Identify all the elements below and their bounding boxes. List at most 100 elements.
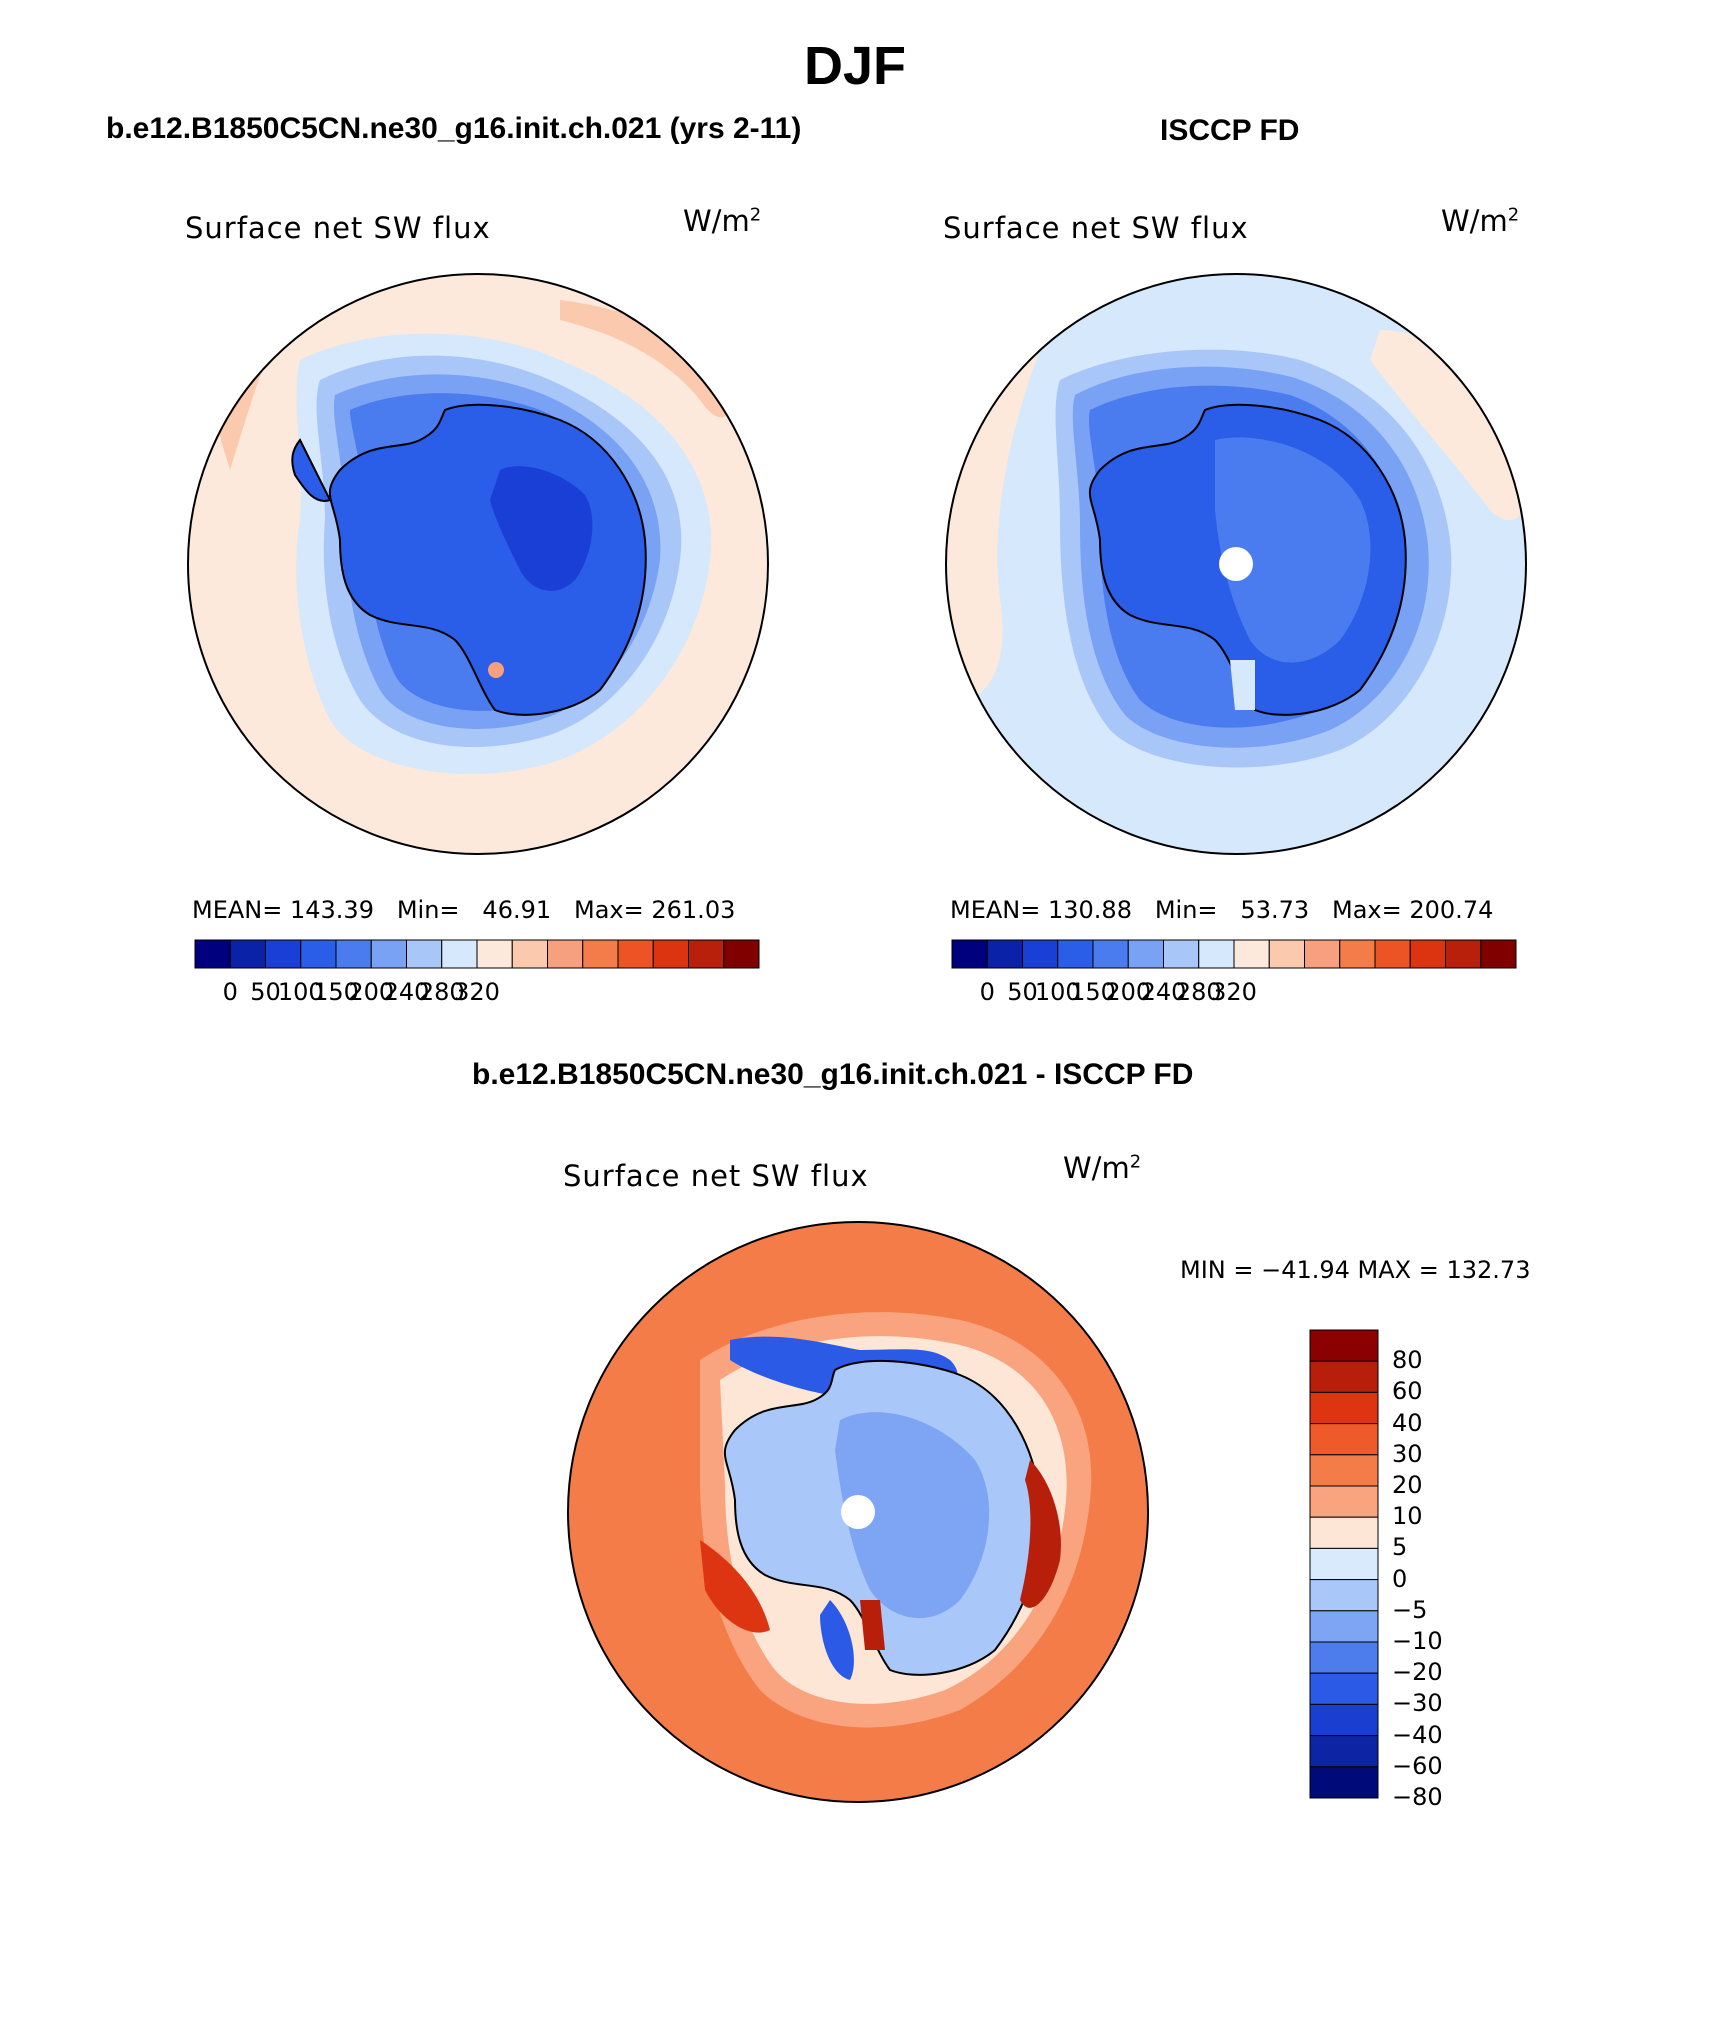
diff-colorbar-tick-label: 10 [1392,1502,1423,1531]
model-variable-title: Surface net SW flux [185,211,491,245]
diff-colorbar-tick-label: 0 [1392,1564,1408,1593]
diff-colorbar-box [1309,1329,1379,1362]
obs-colorbar-box [1233,939,1270,969]
diff-map-border [567,1221,1149,1803]
obs-colorbar-box [1445,939,1482,969]
obs-colorbar-box [1304,939,1341,969]
model-colorbar-tick-label: 0 [222,978,238,1006]
diff-colorbar-tick-label: −60 [1392,1751,1443,1780]
obs-variable-title: Surface net SW flux [943,211,1249,245]
obs-pole-hole [1219,547,1253,581]
obs-colorbar-box [1409,939,1446,969]
model-colorbar-tick-label: 200 [348,978,395,1006]
obs-case-title: ISCCP FD [1160,114,1300,147]
model-colorbar-box [688,939,725,969]
diff-colorbar-tick-label: −10 [1392,1627,1443,1655]
obs-interior-high [1215,437,1371,663]
obs-colorbar-box [1163,939,1200,969]
model-colorbar-tick-label: 100 [277,978,324,1006]
obs-map [946,274,1526,854]
diff-ice-shelf-low [820,1600,854,1680]
diff-units: W/m2 [1063,1151,1142,1185]
diff-colorbar-box [1309,1454,1379,1487]
diff-colorbar-tick-label: −20 [1392,1658,1443,1687]
model-colorbar-tick-label: 50 [250,978,281,1006]
diff-colorbar-box [1309,1516,1379,1549]
model-units: W/m2 [683,204,762,238]
diff-colorbar-tick-label: −80 [1392,1783,1443,1811]
model-case-title: b.e12.B1850C5CN.ne30_g16.init.ch.021 (yr… [106,112,802,145]
model-colorbar-tick-label: 320 [454,978,500,1006]
model-colorbar-tick-label: 150 [313,978,359,1006]
obs-colorbar-box [1057,939,1094,969]
diff-colorbar-tick-label: 30 [1392,1439,1423,1468]
diff-colorbar-tick-label: 5 [1392,1533,1408,1562]
obs-colorbar-tick-label: 150 [1070,978,1116,1006]
obs-colorbar-box [1198,939,1235,969]
obs-colorbar-box [1339,939,1376,969]
diff-colorbar-tick-label: −30 [1392,1689,1443,1718]
model-interior-low [490,466,593,591]
model-warm-patch [560,300,729,418]
diff-interior-negative [835,1412,990,1619]
diff-ross-sea-high [700,1540,770,1633]
model-colorbar-box [194,939,231,969]
obs-colorbar-tick-label: 200 [1105,978,1152,1006]
model-hotspot [488,662,504,678]
model-warm-patch-west [215,350,270,470]
diff-variable-title: Surface net SW flux [563,1159,869,1193]
diff-colorbar-tick-label: 20 [1392,1471,1423,1499]
diff-colorbar-tick-label: 40 [1392,1408,1423,1437]
diff-colorbar-tick-label: 60 [1392,1377,1423,1406]
model-colorbar-box [300,939,337,969]
model-colorbar [194,939,760,969]
obs-colorbar [951,939,1517,969]
diff-colorbar-box [1309,1735,1379,1768]
diff-case-title: b.e12.B1850C5CN.ne30_g16.init.ch.021 - I… [472,1058,1194,1091]
obs-colorbar-box [1480,939,1517,969]
diff-colorbar-box [1309,1766,1379,1799]
figure-season-title: DJF [803,36,906,96]
diff-stats: MIN = −41.94 MAX = 132.73 [1180,1256,1531,1284]
model-map-border [187,273,769,855]
diff-colorbar-box [1309,1641,1379,1674]
obs-map-border [945,273,1527,855]
obs-colorbar-box [1374,939,1411,969]
model-colorbar-box [723,939,760,969]
obs-colorbar-box [1268,939,1305,969]
diff-colorbar-box [1309,1547,1379,1581]
diff-colorbar-box [1309,1579,1379,1612]
model-colorbar-box [335,939,372,969]
diff-colorbar-box [1309,1703,1379,1737]
diff-colorbar-box [1309,1360,1379,1393]
model-colorbar-box [406,939,443,969]
diff-colorbar-box [1309,1485,1379,1518]
obs-colorbar-box [951,939,988,969]
diff-colorbar-box [1309,1391,1379,1425]
obs-colorbar-tick-label: 100 [1034,978,1081,1006]
obs-ice-shelf-patch [1230,660,1255,710]
obs-colorbar-box [1127,939,1164,969]
obs-colorbar-box [986,939,1023,969]
model-colorbar-box [476,939,513,969]
model-colorbar-box [265,939,302,969]
model-colorbar-box [617,939,654,969]
model-colorbar-box [511,939,548,969]
model-colorbar-box [441,939,478,969]
diff-map [568,1222,1148,1802]
diff-colorbar-tick-label: −5 [1392,1595,1428,1624]
diff-colorbar [1309,1329,1379,1799]
diff-colorbar-box [1309,1672,1379,1705]
model-colorbar-tick-label: 240 [383,978,430,1006]
model-colorbar-box [547,939,584,969]
obs-colorbar-box [1022,939,1059,969]
model-colorbar-box [582,939,619,969]
obs-colorbar-tick-label: 280 [1175,978,1222,1006]
model-colorbar-box [652,939,689,969]
obs-colorbar-box [1092,939,1129,969]
obs-colorbar-tick-label: 50 [1007,978,1038,1006]
diff-colorbar-tick-label: −40 [1392,1720,1443,1749]
obs-colorbar-tick-label: 0 [979,978,995,1006]
diff-pole-hole [841,1495,875,1529]
